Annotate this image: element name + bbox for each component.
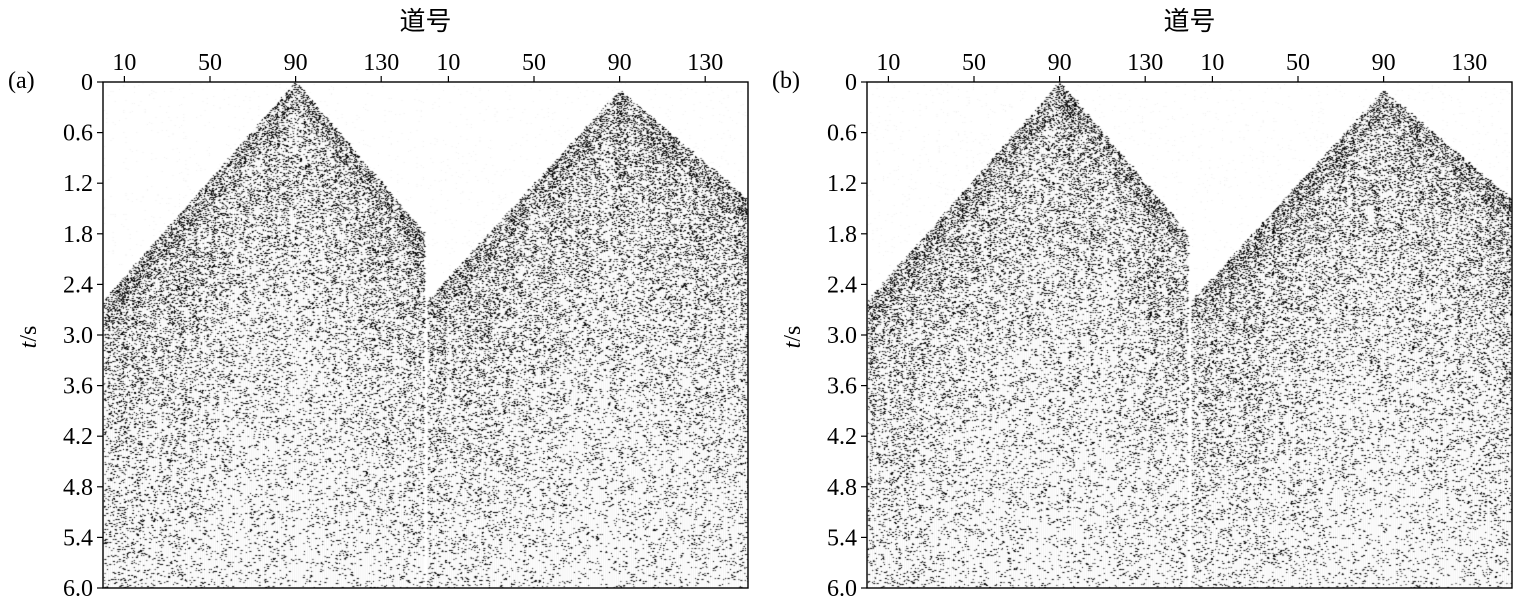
- y-tick-label: 1.8: [63, 222, 93, 248]
- figure-b-canvas: 0 0.6 1.2 1.8 2.4 3.0 3.6 4.2 4.8 5.4 6.0 t/s 10 50 90…: [772, 7, 1513, 602]
- seismic-image: [867, 82, 1512, 588]
- y-tick-label: 0: [845, 70, 857, 96]
- x-tick-label: 130: [1451, 50, 1487, 76]
- y-tick-label: 1.8: [827, 222, 857, 248]
- x-tick-label: 130: [1127, 50, 1163, 76]
- y-axis-label: t/s: [16, 326, 42, 349]
- x-axis: 10 50 90 130 10 50 90 130: [876, 50, 1487, 82]
- y-tick-label: 1.2: [827, 171, 857, 197]
- y-tick-label: 0.6: [827, 121, 857, 147]
- y-tick-label: 3.0: [63, 323, 93, 349]
- x-tick-label: 90: [284, 50, 308, 76]
- x-tick-label: 10: [876, 50, 900, 76]
- panel-label: (a): [8, 68, 35, 94]
- y-axis: 0 0.6 1.2 1.8 2.4 3.0 3.6 4.2 4.8 5.4 6.0: [63, 70, 103, 602]
- panel-label: (b): [772, 68, 800, 94]
- y-tick-label: 4.8: [63, 475, 93, 501]
- x-tick-label: 10: [436, 50, 460, 76]
- x-tick-label: 10: [112, 50, 136, 76]
- seismic-image: [103, 82, 748, 588]
- y-tick-label: 4.2: [827, 424, 857, 450]
- seismic-figure-b: 0 0.6 1.2 1.8 2.4 3.0 3.6 4.2 4.8 5.4 6.0 t/s 10 50 90…: [764, 0, 1528, 615]
- x-tick-label: 50: [198, 50, 222, 76]
- x-tick-label: 90: [1372, 50, 1396, 76]
- x-tick-label: 50: [522, 50, 546, 76]
- y-tick-label: 3.6: [827, 374, 857, 400]
- x-axis: 10 50 90 130 10 50 90 130: [112, 50, 723, 82]
- y-tick-label: 3.6: [63, 374, 93, 400]
- seismic-figure-a: 0 0.6 1.2 1.8 2.4 3.0 3.6 4.2 4.8 5.4 6.0 t/s 10 50 90…: [0, 0, 764, 615]
- x-tick-label: 90: [608, 50, 632, 76]
- y-tick-label: 3.0: [827, 323, 857, 349]
- x-tick-label: 50: [962, 50, 986, 76]
- y-axis: 0 0.6 1.2 1.8 2.4 3.0 3.6 4.2 4.8 5.4 6.0: [827, 70, 867, 602]
- y-tick-label: 6.0: [63, 576, 93, 602]
- figure-a-canvas: 0 0.6 1.2 1.8 2.4 3.0 3.6 4.2 4.8 5.4 6.0 t/s 10 50 90…: [8, 7, 749, 602]
- y-tick-label: 1.2: [63, 171, 93, 197]
- x-tick-label: 10: [1200, 50, 1224, 76]
- y-tick-label: 4.2: [63, 424, 93, 450]
- x-axis-label: 道号: [1163, 7, 1215, 36]
- y-tick-label: 0.6: [63, 121, 93, 147]
- x-axis-label: 道号: [399, 7, 451, 36]
- y-tick-label: 5.4: [63, 525, 93, 551]
- x-tick-label: 90: [1048, 50, 1072, 76]
- y-tick-label: 0: [81, 70, 93, 96]
- y-tick-label: 6.0: [827, 576, 857, 602]
- x-tick-label: 50: [1286, 50, 1310, 76]
- y-tick-label: 5.4: [827, 525, 857, 551]
- y-tick-label: 4.8: [827, 475, 857, 501]
- x-tick-label: 130: [363, 50, 399, 76]
- y-tick-label: 2.4: [63, 272, 93, 298]
- y-axis-label: t/s: [780, 326, 806, 349]
- x-tick-label: 130: [687, 50, 723, 76]
- y-tick-label: 2.4: [827, 272, 857, 298]
